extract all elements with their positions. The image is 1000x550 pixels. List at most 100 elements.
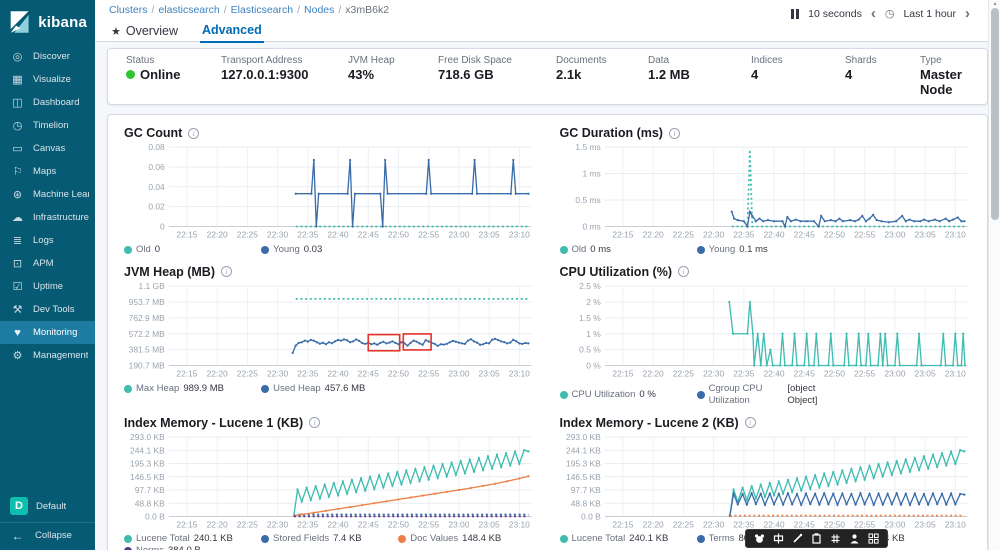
ime-hash-icon[interactable] [829,532,842,545]
legend-dot [124,384,132,393]
chart-title: JVM Heap (MB) [124,264,215,279]
sidebar-item-management[interactable]: ⚙ Management [0,344,95,367]
sidebar-item-uptime[interactable]: ☑ Uptime [0,275,95,298]
info-icon[interactable]: i [744,417,756,429]
time-range-label[interactable]: Last 1 hour [903,7,956,20]
legend-item-doc-values[interactable]: Doc Values 148.4 KB [398,533,535,545]
pause-refresh-button[interactable] [791,8,800,19]
breadcrumb: Clusters / elasticsearch / Elasticsearch / Nod… [109,4,986,16]
svg-text:0.0 B: 0.0 B [145,511,165,521]
chart-canvas: 0 0.02 0.04 0.06 0.08 22:15 22:20 22:25 22:30 22:… [148,143,532,240]
stat-free-disk-space: Free Disk Space 718.6 GB [438,55,556,97]
refresh-interval-label[interactable]: 10 seconds [808,7,862,20]
timelion-icon: ◷ [12,120,23,132]
time-back-chevron[interactable]: ‹ [870,4,876,22]
sidebar-item-logs[interactable]: ≣ Logs [0,229,95,252]
sidebar-item-timelion[interactable]: ◷ Timelion [0,114,95,137]
legend-item-cpu-utilization[interactable]: CPU Utilization 0 % [559,383,697,407]
info-icon[interactable]: i [309,417,321,429]
sidebar-item-infrastructure[interactable]: ☁ Infrastructure [0,206,95,229]
ime-person-icon[interactable] [848,532,861,545]
breadcrumb-elasticsearch[interactable]: Elasticsearch [230,4,294,16]
info-icon[interactable]: i [188,127,200,139]
sidebar-item-label: Dev Tools [33,304,75,315]
legend-item-stored-fields[interactable]: Stored Fields 7.4 KB [261,533,398,545]
svg-text:22:30: 22:30 [703,519,724,529]
sidebar-item-monitoring[interactable]: ♥ Monitoring [0,321,95,344]
chart-title-row: CPU Utilization (%) i [560,264,972,280]
ime-grid-icon[interactable] [867,532,880,545]
ime-zhong-icon[interactable] [772,532,785,545]
chart-legend: Old 0 ms Young 0.1 ms [559,243,972,256]
sidebar-item-dev-tools[interactable]: ⚒ Dev Tools [0,298,95,321]
svg-text:23:10: 23:10 [509,519,530,529]
svg-text:244.1 KB: 244.1 KB [566,445,601,455]
svg-text:22:25: 22:25 [672,519,693,529]
info-icon[interactable]: i [678,266,689,278]
space-selector-default[interactable]: D Default [0,490,95,522]
svg-text:22:45: 22:45 [793,519,814,529]
sidebar-item-label: APM [33,258,54,269]
breadcrumb-elasticsearch[interactable]: elasticsearch [158,4,220,16]
stat-value-text: Online [140,67,181,82]
legend-item-cgroup-cpu-utilization[interactable]: Cgroup CPU Utilization [object Object] [696,382,834,407]
time-forward-chevron[interactable]: › [965,4,970,22]
sidebar-item-discover[interactable]: ◎ Discover [0,45,95,68]
info-icon[interactable]: i [220,266,232,278]
legend-item-lucene-total[interactable]: Lucene Total 240.1 KB [559,533,697,545]
svg-text:244.1 KB: 244.1 KB [130,445,165,455]
scrollbar: ▴ [988,0,1000,550]
ime-clipboard-icon[interactable] [810,532,823,545]
charts-panel: GC Count i 0 0.02 0.04 0.06 0.08 22:15 22:20 22:2… [107,114,988,550]
sidebar-item-dashboard[interactable]: ◫ Dashboard [0,91,95,114]
svg-text:381.5 MB: 381.5 MB [129,344,165,354]
tab-advanced[interactable]: Advanced [199,21,264,43]
sidebar-item-canvas[interactable]: ▭ Canvas [0,137,95,160]
svg-text:0.0 B: 0.0 B [581,511,601,521]
kibana-logo[interactable]: kibana [0,0,95,45]
legend-name: Young [273,243,300,255]
sidebar-item-label: Visualize [33,74,71,85]
svg-text:22:20: 22:20 [207,519,228,529]
legend-value: 0 ms [590,243,611,255]
sidebar-item-visualize[interactable]: ▦ Visualize [0,68,95,91]
legend-item-young[interactable]: Young 0.1 ms [696,244,834,256]
ime-pen-icon[interactable] [791,532,804,545]
legend-dot [559,390,568,399]
sidebar-item-label: Machine Learning [33,189,89,200]
sidebar-collapse-button[interactable]: ← Collapse [0,522,95,548]
svg-text:23:00: 23:00 [884,369,905,379]
legend-item-lucene-total[interactable]: Lucene Total 240.1 KB [124,533,261,545]
sidebar-item-machine-learning[interactable]: ⊛ Machine Learning [0,183,95,206]
breadcrumb-clusters[interactable]: Clusters [109,4,148,16]
svg-text:23:00: 23:00 [448,230,469,240]
tab-overview[interactable]: ★ Overview [109,21,180,43]
svg-text:22:35: 22:35 [297,230,318,240]
svg-text:22:45: 22:45 [358,369,379,379]
stat-value: Online [126,67,221,82]
logs-icon: ≣ [12,235,23,247]
legend-item-old[interactable]: Old 0 ms [559,243,697,256]
svg-text:22:40: 22:40 [763,369,784,379]
legend-item-old[interactable]: Old 0 [124,244,261,256]
stat-type: Type Master Node [920,55,969,97]
svg-text:22:20: 22:20 [207,230,228,240]
svg-text:572.2 MB: 572.2 MB [129,329,165,339]
ime-panda-icon[interactable] [753,532,766,545]
stat-value: 4 [751,67,845,82]
legend-name: Terms [708,533,735,545]
svg-text:146.5 KB: 146.5 KB [566,471,601,481]
legend-item-norms[interactable]: Norms 384.0 B [124,545,261,550]
info-icon[interactable]: i [668,127,680,139]
legend-item-young[interactable]: Young 0.03 [261,244,398,256]
sidebar-item-apm[interactable]: ⊡ APM [0,252,95,275]
scrollbar-thumb[interactable] [990,8,999,220]
legend-item-max-heap[interactable]: Max Heap 989.9 MB [124,383,261,395]
sidebar-item-maps[interactable]: ⚐ Maps [0,160,95,183]
legend-item-used-heap[interactable]: Used Heap 457.6 MB [261,383,398,395]
svg-text:22:15: 22:15 [612,519,633,529]
svg-text:0.02: 0.02 [148,202,165,212]
legend-name: Cgroup CPU Utilization [708,382,763,406]
breadcrumb-nodes[interactable]: Nodes [304,4,335,16]
scrollbar-up-arrow[interactable]: ▴ [993,1,997,7]
